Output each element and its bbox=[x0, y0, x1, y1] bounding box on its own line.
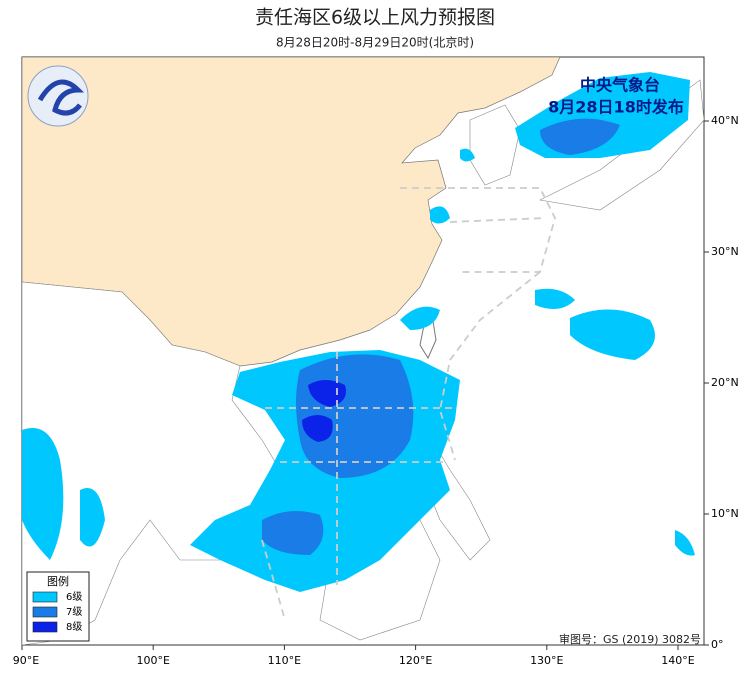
axis-ticks: 90°E 100°E 110°E 120°E 130°E 140°E 0° 10°N 20°N 3… bbox=[13, 114, 739, 667]
legend-swatch bbox=[32, 606, 58, 618]
legend-swatch bbox=[32, 621, 58, 633]
stamp-org: 中央气象台 bbox=[580, 76, 660, 95]
lon-label: 90°E bbox=[13, 654, 39, 667]
legend-swatch bbox=[32, 591, 58, 603]
lat-label: 30°N bbox=[711, 245, 739, 258]
zone-lines bbox=[261, 187, 556, 621]
legend: 图例 6级 7级 8级 bbox=[26, 571, 90, 642]
legend-label: 8级 bbox=[66, 621, 82, 633]
title: 责任海区6级以上风力预报图 bbox=[255, 7, 495, 29]
legend-label: 6级 bbox=[66, 591, 82, 603]
logo-mark bbox=[37, 79, 85, 116]
lon-label: 110°E bbox=[268, 654, 301, 667]
subtitle: 8月28日20时-8月29日20时(北京时) bbox=[276, 36, 474, 50]
lat-label: 0° bbox=[711, 638, 724, 651]
approval: 审图号：GS (2019) 3082号 bbox=[559, 632, 701, 646]
lon-label: 130°E bbox=[530, 654, 563, 667]
lat-label: 20°N bbox=[711, 376, 739, 389]
lon-label: 120°E bbox=[399, 654, 432, 667]
lat-label: 10°N bbox=[711, 507, 739, 520]
lon-label: 100°E bbox=[136, 654, 169, 667]
legend-title: 图例 bbox=[47, 574, 69, 588]
lat-label: 40°N bbox=[711, 114, 739, 127]
lon-label: 140°E bbox=[661, 654, 694, 667]
logo bbox=[27, 65, 89, 127]
stamp-date: 8月28日18时发布 bbox=[548, 98, 684, 117]
legend-items: 6级 7级 8级 bbox=[32, 591, 82, 633]
legend-label: 7级 bbox=[66, 606, 82, 618]
map-area: 中央气象台 8月28日18时发布 审图号：GS (2019) 3082号 图例 … bbox=[13, 56, 739, 667]
